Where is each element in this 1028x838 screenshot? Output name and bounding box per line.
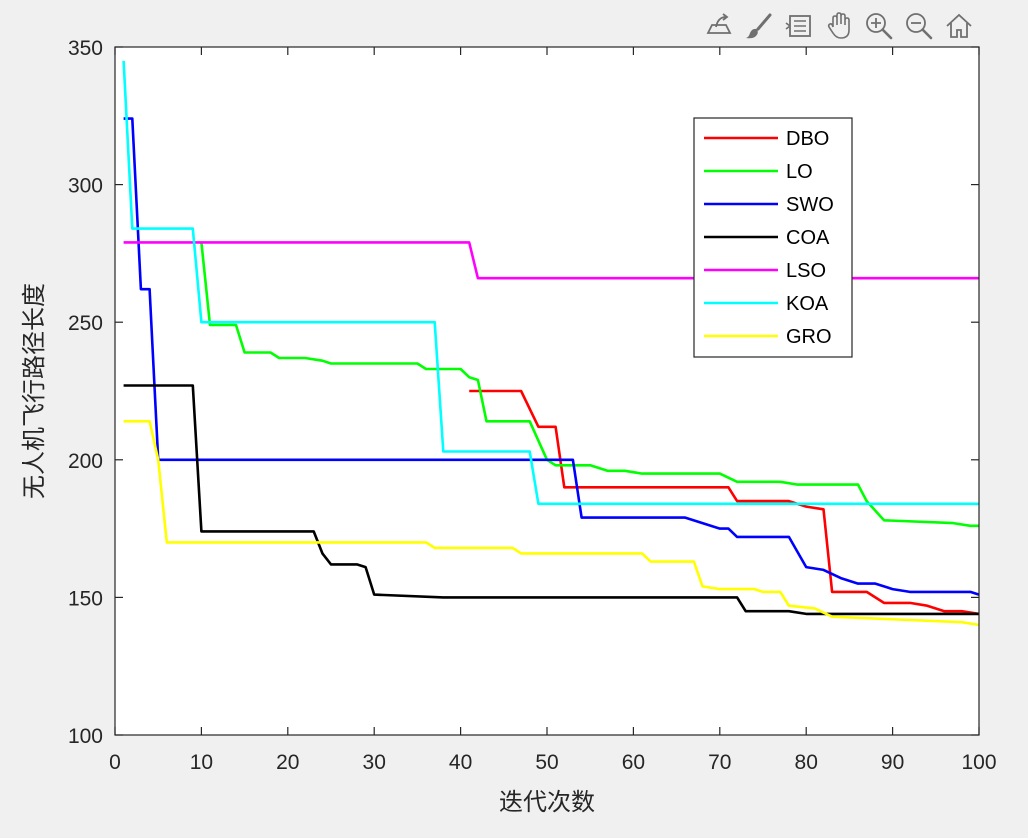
x-tick-label: 20: [276, 751, 299, 774]
brush-icon: [746, 13, 772, 39]
axes-toolbar: [700, 6, 990, 46]
zoom-out-button[interactable]: [900, 8, 938, 44]
legend-label-gro: GRO: [786, 326, 832, 348]
legend: DBO LO SWO COA LSO KOA GRO: [693, 117, 853, 358]
legend-label-coa: COA: [786, 227, 830, 249]
plot-area: [115, 47, 979, 735]
series-line-lso: [123, 241, 979, 280]
series-line-lo: [200, 242, 979, 528]
x-tick-label: 0: [109, 751, 121, 774]
x-axis-label: 迭代次数: [499, 789, 595, 816]
x-tick-label: 100: [961, 751, 996, 774]
x-tick-label: 90: [881, 751, 904, 774]
x-tick-label: 40: [449, 751, 472, 774]
series-line-koa: [122, 60, 979, 506]
x-tick-label: 80: [795, 751, 818, 774]
x-tick-label: 30: [363, 751, 386, 774]
brush-button[interactable]: [740, 8, 778, 44]
export-icon: [706, 13, 732, 34]
legend-label-swo: SWO: [786, 194, 834, 216]
x-tick-label: 50: [535, 751, 558, 774]
legend-icon: [785, 15, 811, 37]
legend-box: [693, 117, 853, 358]
series-layer: [122, 60, 980, 627]
export-button[interactable]: [700, 8, 738, 44]
zoom-in-icon: [866, 13, 893, 40]
series-line-gro: [123, 419, 980, 627]
y-tick-label: 200: [68, 450, 103, 473]
series-line-dbo: [469, 389, 980, 616]
series-line-swo: [123, 117, 980, 596]
y-tick-label: 100: [68, 725, 103, 748]
x-tick-label: 60: [622, 751, 645, 774]
legend-button[interactable]: [780, 8, 818, 44]
legend-label-koa: KOA: [786, 293, 829, 315]
axes-layer: 0 10 20 30 40 50 60 70 80 90 100 100 150 200 250 300 350: [68, 37, 997, 774]
x-tick-label: 70: [708, 751, 731, 774]
y-tick-label: 250: [68, 312, 103, 335]
axes-box: [114, 46, 980, 736]
pan-icon: [827, 12, 850, 39]
y-tick-label: 300: [68, 175, 103, 198]
legend-label-lso: LSO: [786, 260, 826, 282]
y-axis-label: 无人机飞行路径长度: [21, 283, 48, 499]
zoom-in-button[interactable]: [860, 8, 898, 44]
series-line-coa: [123, 384, 979, 616]
home-icon: [946, 13, 972, 38]
legend-label-lo: LO: [786, 161, 813, 183]
pan-button[interactable]: [820, 8, 858, 44]
y-tick-label: 350: [68, 37, 103, 60]
y-tick-label: 150: [68, 587, 103, 610]
x-tick-label: 10: [190, 751, 213, 774]
legend-label-dbo: DBO: [786, 128, 829, 150]
zoom-out-icon: [906, 13, 933, 40]
home-button[interactable]: [940, 8, 978, 44]
